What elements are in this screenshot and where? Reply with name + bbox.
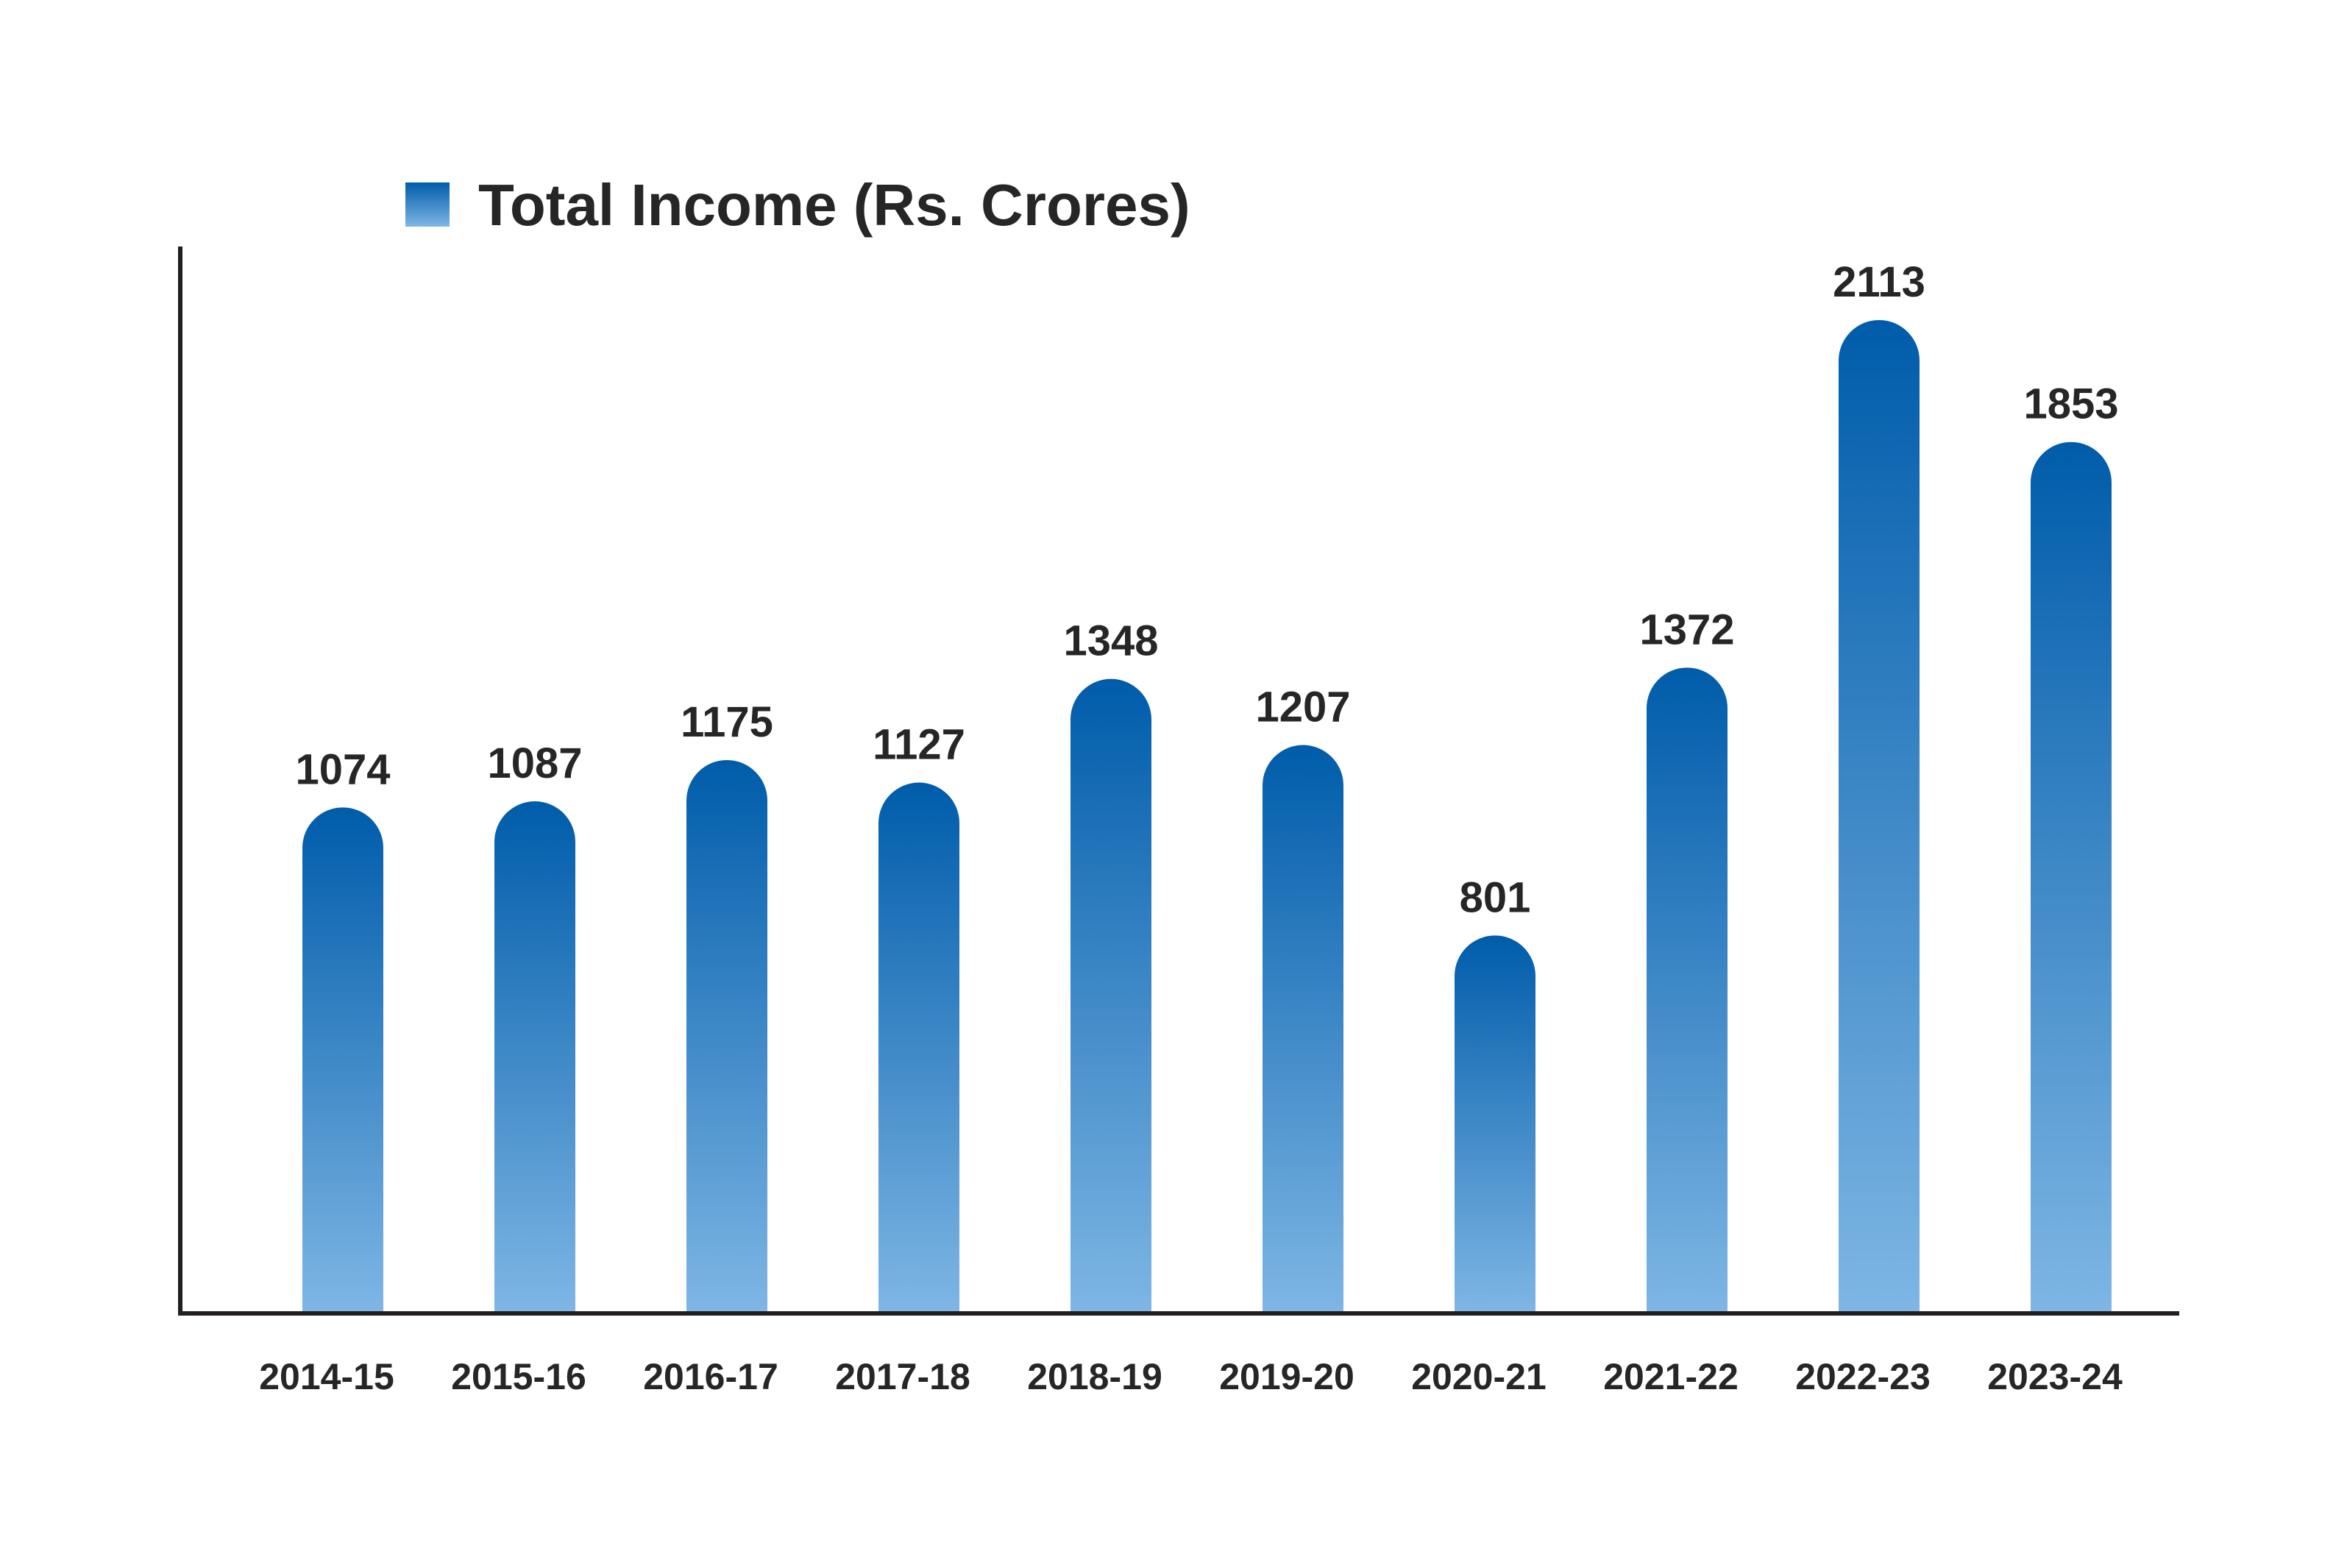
value-labels: 1074 1087 1175 1127 1348 1207 801 1372 2113 1853 xyxy=(295,258,2118,921)
legend-swatch xyxy=(405,182,450,227)
x-tick-label-2017-18: 2017-18 xyxy=(835,1356,970,1397)
x-tick-label-2018-19: 2018-19 xyxy=(1027,1356,1162,1397)
bars xyxy=(302,320,2112,1311)
x-tick-label-2019-20: 2019-20 xyxy=(1219,1356,1354,1397)
value-label-2021-22: 1372 xyxy=(1639,606,1734,653)
bar-2023-24 xyxy=(2031,441,2112,1311)
bar-2022-23 xyxy=(1839,320,1920,1311)
bar-2016-17 xyxy=(686,759,767,1311)
value-label-2018-19: 1348 xyxy=(1063,617,1158,665)
value-label-2016-17: 1175 xyxy=(681,698,773,746)
bar-2020-21 xyxy=(1455,935,1535,1311)
x-tick-label-2023-24: 2023-24 xyxy=(1987,1356,2123,1397)
x-tick-label-2015-16: 2015-16 xyxy=(451,1356,586,1397)
value-label-2019-20: 1207 xyxy=(1255,684,1350,731)
bar-2017-18 xyxy=(878,782,959,1311)
bar-2019-20 xyxy=(1263,745,1343,1311)
legend: Total Income (Rs. Crores) xyxy=(405,172,1190,238)
x-tick-label-2021-22: 2021-22 xyxy=(1603,1356,1739,1397)
bar-2021-22 xyxy=(1647,667,1728,1311)
x-tick-label-2020-21: 2020-21 xyxy=(1411,1356,1547,1397)
x-tick-label-2014-15: 2014-15 xyxy=(259,1356,394,1397)
bar-2014-15 xyxy=(302,807,383,1311)
value-label-2015-16: 1087 xyxy=(487,739,582,787)
bar-2018-19 xyxy=(1070,678,1151,1311)
value-label-2017-18: 1127 xyxy=(873,721,965,769)
legend-label: Total Income (Rs. Crores) xyxy=(478,172,1190,238)
value-label-2020-21: 801 xyxy=(1460,873,1531,921)
x-tick-label-2016-17: 2016-17 xyxy=(643,1356,778,1397)
x-tick-label-2022-23: 2022-23 xyxy=(1795,1356,1931,1397)
bar-2015-16 xyxy=(494,801,575,1311)
value-label-2014-15: 1074 xyxy=(295,745,390,793)
value-label-2022-23: 2113 xyxy=(1833,258,1925,306)
value-label-2023-24: 1853 xyxy=(2023,380,2118,428)
x-tick-labels: 2014-15 2015-16 2016-17 2017-18 2018-19 2019-… xyxy=(259,1356,2123,1397)
